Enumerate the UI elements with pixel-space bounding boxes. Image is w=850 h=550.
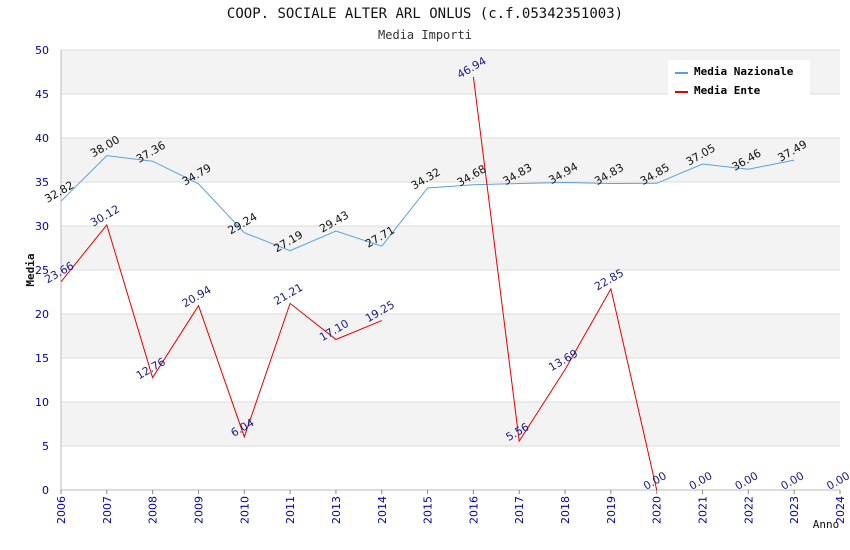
x-tick-label: 2007	[101, 496, 114, 524]
series-line-media-ente	[60, 223, 382, 439]
x-tick-label: 2022	[742, 496, 755, 524]
plot-band	[61, 358, 840, 402]
y-tick-label: 25	[35, 264, 49, 277]
legend-box	[668, 60, 810, 100]
x-tick-label: 2020	[651, 496, 664, 524]
y-tick-label: 30	[35, 220, 49, 233]
y-tick-label: 5	[42, 440, 49, 453]
axes	[60, 50, 841, 494]
x-tick-label: 2018	[559, 496, 572, 524]
series-line-media-ente	[472, 76, 658, 491]
y-tick-labels: 0 5 10 15 20 25 30 35 40 45 50	[35, 44, 49, 497]
x-tick-label: 2023	[788, 496, 801, 524]
chart-subtitle: Media Importi	[378, 28, 472, 42]
x-tick-label: 2010	[238, 496, 251, 524]
plot-band	[61, 138, 840, 182]
plot-band	[61, 182, 840, 226]
x-tick-label: 2014	[376, 496, 389, 524]
chart-title: COOP. SOCIALE ALTER ARL ONLUS (c.f.05342…	[227, 6, 623, 22]
y-tick-label: 45	[35, 88, 49, 101]
x-tick-label: 2011	[284, 496, 297, 524]
plot-band	[61, 270, 840, 314]
x-tick-labels: 2006 2007 2008 2009 2010 2011 2013 2014 2015 2016…	[55, 496, 847, 524]
x-tick-label: 2015	[422, 496, 435, 524]
y-axis-label: Media	[24, 253, 37, 286]
y-tick-label: 40	[35, 132, 49, 145]
plot-band	[61, 446, 840, 490]
y-tick-label: 15	[35, 352, 49, 365]
x-tick-label: 2021	[697, 496, 710, 524]
legend-label-media-nazionale: Media Nazionale	[694, 65, 794, 78]
series-line-media-nazionale	[60, 155, 795, 252]
x-tick-label: 2009	[192, 496, 205, 524]
plot-band	[61, 226, 840, 270]
plot-band	[61, 94, 840, 138]
legend-label-media-ente: Media Ente	[694, 84, 761, 97]
x-tick-label: 2006	[55, 496, 68, 524]
plot-bands	[61, 50, 840, 490]
legend: Media Nazionale Media Ente	[668, 60, 810, 100]
plot-band	[61, 402, 840, 446]
x-axis-label: Anno	[813, 518, 840, 531]
x-tick-label: 2013	[330, 496, 343, 524]
x-tick-label: 2016	[467, 496, 480, 524]
y-tick-label: 10	[35, 396, 49, 409]
x-tick-label: 2017	[513, 496, 526, 524]
y-tick-label: 0	[42, 484, 49, 497]
x-tick-label: 2024	[834, 496, 847, 524]
x-tick-label: 2019	[605, 496, 618, 524]
x-tick-label: 2008	[147, 496, 160, 524]
y-tick-label: 50	[35, 44, 49, 57]
y-tick-label: 20	[35, 308, 49, 321]
y-tick-label: 35	[35, 176, 49, 189]
plot-band	[61, 314, 840, 358]
series-lines	[60, 76, 795, 491]
